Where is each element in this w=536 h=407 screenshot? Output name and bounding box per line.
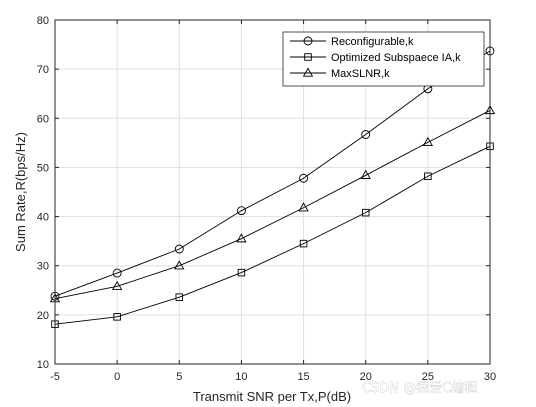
grid-lines [55,20,490,364]
x-tick-labels: -5 0 5 10 15 20 25 30 [50,371,496,383]
plot-frame [54,19,491,365]
x-tick-label: 25 [422,371,434,383]
y-tick-label: 50 [37,162,49,174]
data-point [299,173,309,183]
axis-ticks [54,19,491,365]
y-tick-label: 20 [37,310,49,322]
data-point [424,172,432,181]
legend-marker [303,36,313,46]
x-tick-label: 15 [297,371,309,383]
y-tick-label: 30 [37,261,49,273]
data-point [113,313,121,321]
x-tick-label: -5 [50,371,60,383]
y-tick-label: 60 [37,113,49,125]
x-tick-label: 5 [176,371,182,383]
y-axis-label: Sum Rate,R(bps/Hz) [13,132,28,252]
y-tick-label: 10 [37,359,49,371]
x-tick-label: 30 [484,371,496,383]
y-tick-label: 80 [37,15,49,27]
legend: Reconfigurable,k Optimized Subspaece IA,k… [282,31,485,87]
legend-label: Optimized Subspaece IA,k [331,52,461,64]
data-point [236,206,246,216]
data-point [299,239,308,248]
x-tick-label: 20 [360,371,372,383]
data-point [298,202,309,212]
x-tick-label: 10 [235,371,247,383]
data-point [361,130,371,139]
data-point [361,208,370,217]
series-line [54,110,491,300]
data-point [360,169,371,179]
data-point [422,136,434,147]
x-tick-label: 0 [114,371,120,383]
data-point [111,280,123,291]
series-line [54,50,491,297]
data-point [174,244,184,254]
data-point [175,293,184,301]
legend-marker [302,67,314,77]
series-line [54,145,491,325]
y-tick-label: 40 [37,212,49,224]
data-point [112,268,122,278]
legend-label: MaxSLNR,k [331,68,390,80]
data-point [237,268,246,277]
legend-label: Reconfigurable,k [331,36,414,48]
data-point [236,233,247,243]
watermark: CSDN @我爱C编程 [362,381,477,396]
y-tick-label: 70 [37,64,49,76]
x-axis-label: Transmit SNR per Tx,P(dB) [193,389,351,404]
data-point [174,260,185,270]
y-tick-labels: 10 20 30 40 50 60 70 80 [37,15,49,371]
legend-marker [304,53,312,61]
